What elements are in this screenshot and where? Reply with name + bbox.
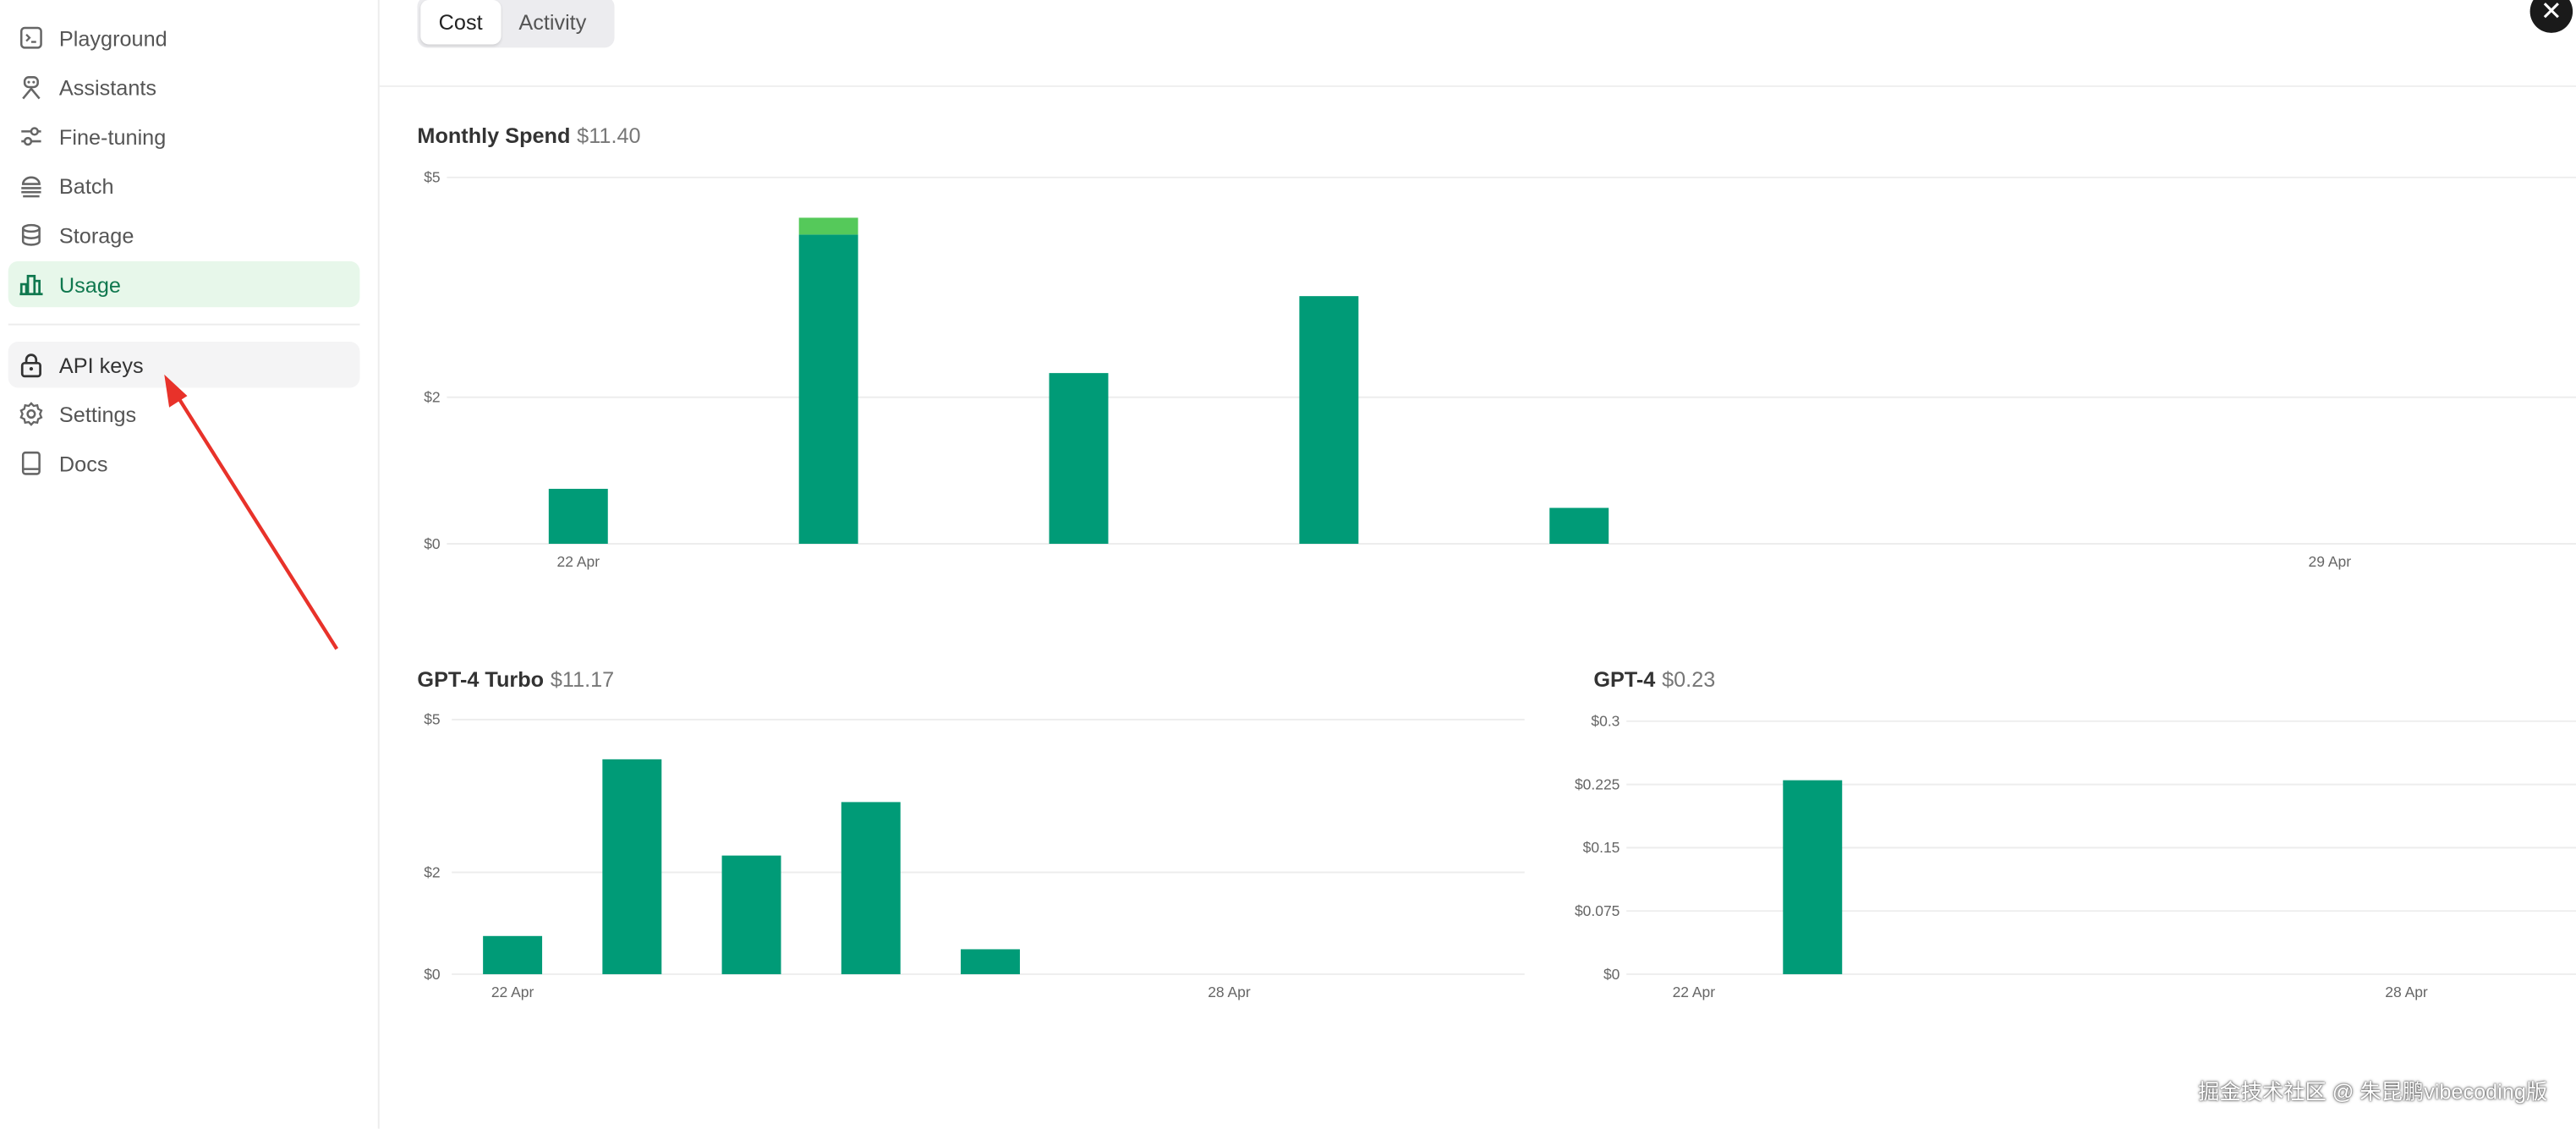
chart-title: Monthly Spend	[417, 123, 571, 148]
sidebar-item-storage[interactable]: Storage	[8, 212, 360, 258]
monthly-spend-title: Monthly Spend $11.40	[417, 123, 640, 148]
sidebar-divider	[8, 323, 360, 326]
chart-total: $11.40	[577, 123, 641, 148]
cost-activity-tabs: Cost Activity	[417, 0, 615, 48]
y-tick-label: $0	[424, 535, 441, 552]
x-tick-label: 22 Apr	[491, 984, 534, 1000]
chart-1: $0 $2 $5 22 Apr 28 Apr	[424, 711, 1525, 1000]
gpt4-turbo-title: GPT-4 Turbo $11.17	[417, 667, 614, 692]
gpt4-title: GPT-4 $0.23	[1593, 667, 1715, 692]
sidebar-item-label: Settings	[58, 401, 137, 427]
database-icon	[18, 222, 44, 248]
tab-activity[interactable]: Activity	[518, 9, 587, 35]
x-tick-label: 28 Apr	[2385, 984, 2428, 1000]
chart-total: $11.17	[550, 666, 615, 692]
y-tick-label: $0	[424, 966, 441, 983]
bar-24-apr[interactable]	[721, 855, 781, 974]
sidebar-item-label: Playground	[58, 25, 167, 51]
y-tick-label: $2	[424, 863, 440, 880]
y-tick-label: $5	[424, 711, 440, 728]
y-tick-label: $0.225	[1575, 776, 1620, 792]
bar-24-apr[interactable]	[1049, 373, 1109, 545]
sidebar-item-label: Assistants	[58, 74, 157, 100]
bar-26-apr[interactable]	[961, 949, 1020, 974]
sidebar-item-fine-tuning[interactable]: Fine-tuning	[8, 113, 360, 159]
terminal-icon	[18, 25, 44, 51]
y-tick-label: $0	[1603, 966, 1620, 983]
y-tick-label: $2	[424, 389, 440, 406]
close-icon: ✕	[2540, 0, 2562, 27]
sidebar: Playground Assistants Fine-tuning Batch Stor…	[0, 0, 380, 1129]
y-tick-label: $0.3	[1591, 713, 1620, 730]
sidebar-item-label: Docs	[58, 451, 108, 476]
header-divider	[379, 85, 2576, 87]
sidebar-item-assistants[interactable]: Assistants	[8, 64, 360, 110]
x-tick-label: 22 Apr	[557, 553, 600, 570]
bar-chart-icon	[18, 271, 44, 298]
bar-26-apr[interactable]	[1549, 507, 1609, 545]
sidebar-item-batch[interactable]: Batch	[8, 162, 360, 208]
y-tick-label: $0.15	[1583, 839, 1620, 856]
sidebar-item-docs[interactable]: Docs	[8, 441, 360, 486]
bar-23-apr[interactable]	[602, 759, 662, 974]
sidebar-item-label: Batch	[58, 173, 114, 199]
chart-title: GPT-4	[1593, 666, 1656, 692]
y-tick-label: $0.075	[1575, 902, 1620, 919]
annotation-arrow	[164, 374, 339, 650]
chart-total: $0.23	[1662, 666, 1716, 692]
x-tick-label: 22 Apr	[1673, 984, 1716, 1000]
bar-23-apr[interactable]	[798, 234, 858, 545]
sidebar-item-usage[interactable]: Usage	[8, 260, 360, 308]
chart-0: $0 $2 $5 22 Apr 29 Apr	[424, 169, 2576, 570]
bar-23-apr[interactable]	[798, 217, 858, 235]
bar-25-apr[interactable]	[841, 802, 901, 974]
sidebar-item-label: Storage	[58, 222, 134, 248]
x-tick-label: 28 Apr	[1208, 984, 1251, 1000]
sidebar-item-api-keys[interactable]: API keys	[8, 342, 360, 388]
sidebar-item-settings[interactable]: Settings	[8, 391, 360, 436]
sliders-icon	[18, 123, 44, 150]
sidebar-item-label: API keys	[58, 352, 144, 377]
chart-title: GPT-4 Turbo	[417, 666, 545, 692]
layers-icon	[18, 173, 44, 199]
bar-22-apr[interactable]	[483, 935, 543, 974]
tab-cost[interactable]: Cost	[420, 0, 501, 45]
x-tick-label: 29 Apr	[2309, 553, 2352, 570]
watermark: 掘金技术社区 @ 朱昆鹏vibecoding版	[2198, 1079, 2548, 1104]
bar-23-apr[interactable]	[1783, 780, 1843, 974]
arrow-shaft	[173, 390, 339, 650]
lock-icon	[18, 352, 44, 378]
sidebar-item-playground[interactable]: Playground	[8, 14, 360, 60]
chart-2: $0 $0.075 $0.15 $0.225 $0.3 22 Apr 28 Apr	[1575, 713, 2576, 1000]
robot-icon	[18, 74, 44, 100]
bar-22-apr[interactable]	[548, 489, 608, 545]
book-icon	[18, 450, 44, 476]
arrow-head	[164, 374, 188, 408]
y-tick-label: $5	[424, 169, 440, 186]
sidebar-item-label: Fine-tuning	[58, 123, 167, 149]
gear-icon	[18, 401, 44, 427]
sidebar-item-label: Usage	[58, 271, 121, 297]
bar-25-apr[interactable]	[1299, 296, 1359, 545]
close-button[interactable]: ✕	[2529, 0, 2573, 33]
